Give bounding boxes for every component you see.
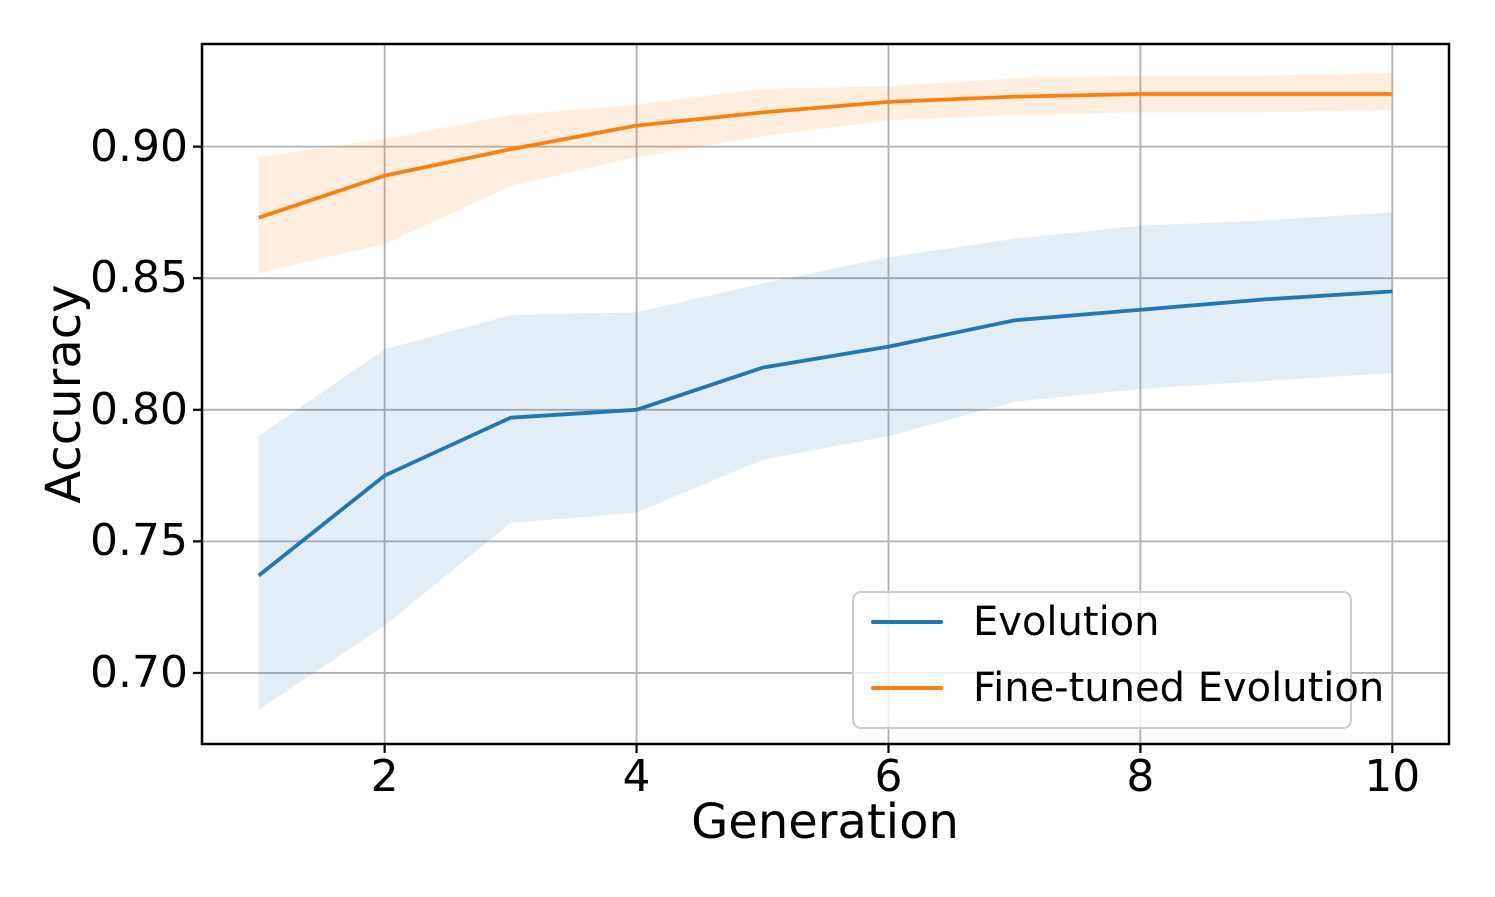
legend-label-fine-tuned-evolution: Fine-tuned Evolution xyxy=(973,665,1385,711)
legend-line-sample-evolution xyxy=(871,620,943,624)
tick-marks xyxy=(193,145,1394,753)
y-tick-label: 0.85 xyxy=(90,252,188,304)
y-tick-label: 0.75 xyxy=(90,515,188,567)
confidence-bands xyxy=(258,72,1393,710)
x-tick-label: 2 xyxy=(370,751,399,802)
data-lines xyxy=(257,92,1393,578)
confidence-band-evolution xyxy=(258,212,1393,710)
line-evolution xyxy=(257,289,1393,578)
legend-entry-evolution: Evolution xyxy=(871,600,1350,644)
x-tick-label: 8 xyxy=(1126,751,1155,802)
legend: Evolution Fine-tuned Evolution xyxy=(852,591,1384,729)
legend-label-evolution: Evolution xyxy=(973,599,1160,645)
grid-lines xyxy=(202,44,1449,744)
y-tick-label: 0.70 xyxy=(90,646,188,698)
legend-line-sample-fine-tuned-evolution xyxy=(871,686,943,690)
axes-spines xyxy=(200,42,1451,746)
x-tick-label: 10 xyxy=(1364,751,1421,802)
legend-entry-fine-tuned-evolution: Fine-tuned Evolution xyxy=(871,666,1384,710)
x-axis-label: Generation xyxy=(691,794,959,850)
y-axis-label: Accuracy xyxy=(36,284,92,504)
x-tick-label: 6 xyxy=(874,751,903,802)
x-tick-label: 4 xyxy=(622,751,651,802)
y-tick-label: 0.90 xyxy=(90,120,188,172)
confidence-band-fine-tuned-evolution xyxy=(258,72,1393,273)
line-fine-tuned-evolution xyxy=(258,92,1393,220)
plot-frame xyxy=(200,42,1451,746)
y-tick-label: 0.80 xyxy=(90,383,188,435)
